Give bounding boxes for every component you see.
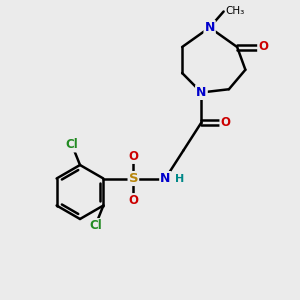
Text: N: N (196, 86, 207, 99)
Text: O: O (128, 150, 138, 163)
Text: O: O (258, 40, 268, 53)
Text: N: N (160, 172, 171, 185)
Text: N: N (204, 21, 215, 34)
Text: O: O (128, 194, 138, 207)
Text: S: S (129, 172, 138, 185)
Text: N: N (196, 86, 207, 99)
Text: Cl: Cl (89, 219, 102, 232)
Text: Cl: Cl (66, 139, 78, 152)
Text: H: H (176, 173, 184, 184)
Text: CH₃: CH₃ (226, 7, 245, 16)
Text: O: O (220, 116, 230, 129)
